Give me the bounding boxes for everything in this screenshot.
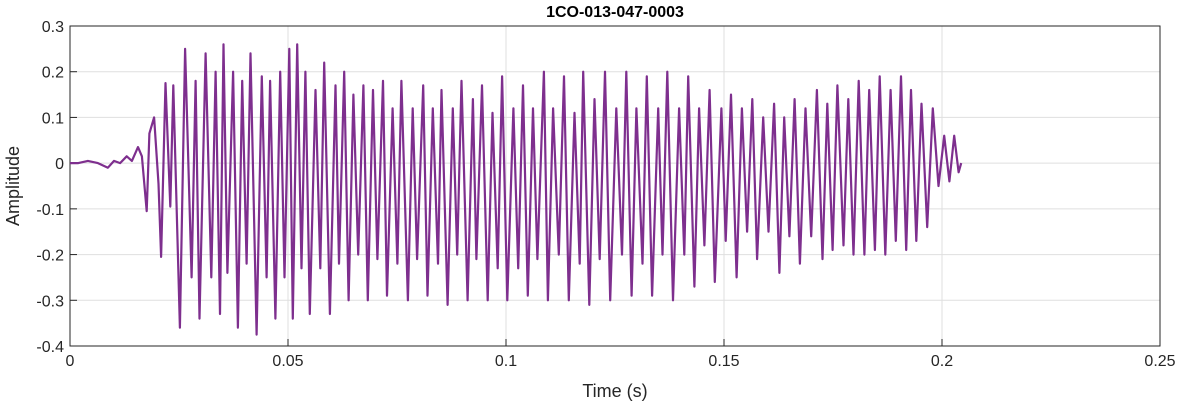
- y-tick-label: 0: [55, 156, 64, 173]
- y-tick-label: 0.1: [42, 110, 64, 127]
- waveform-series-line: [70, 43, 963, 336]
- x-axis-title: Time (s): [582, 381, 647, 401]
- y-tick-label: -0.1: [36, 202, 64, 219]
- x-tick-label: 0.15: [708, 353, 739, 370]
- axis-ticks: 0 0.05 0.1 0.15 0.2 0.25 -0.4 -0.3 -0.2 -0.1 0 0.1 0…: [36, 19, 1175, 370]
- x-tick-label: 0.05: [272, 353, 303, 370]
- x-tick-label: 0.2: [931, 353, 953, 370]
- y-axis-title: Amplitude: [3, 146, 23, 226]
- x-tick-label: 0.1: [495, 353, 517, 370]
- x-tick-label: 0.25: [1144, 353, 1175, 370]
- y-tick-label: -0.3: [36, 293, 64, 310]
- y-tick-label: 0.2: [42, 65, 64, 82]
- plot-area-frame: [69, 25, 1161, 347]
- y-tick-label: -0.2: [36, 248, 64, 265]
- x-tick-label: 0: [66, 353, 75, 370]
- y-tick-label: -0.4: [36, 339, 64, 356]
- y-tick-label: 0.3: [42, 19, 64, 36]
- chart-title: 1CO-013-047-0003: [546, 4, 684, 21]
